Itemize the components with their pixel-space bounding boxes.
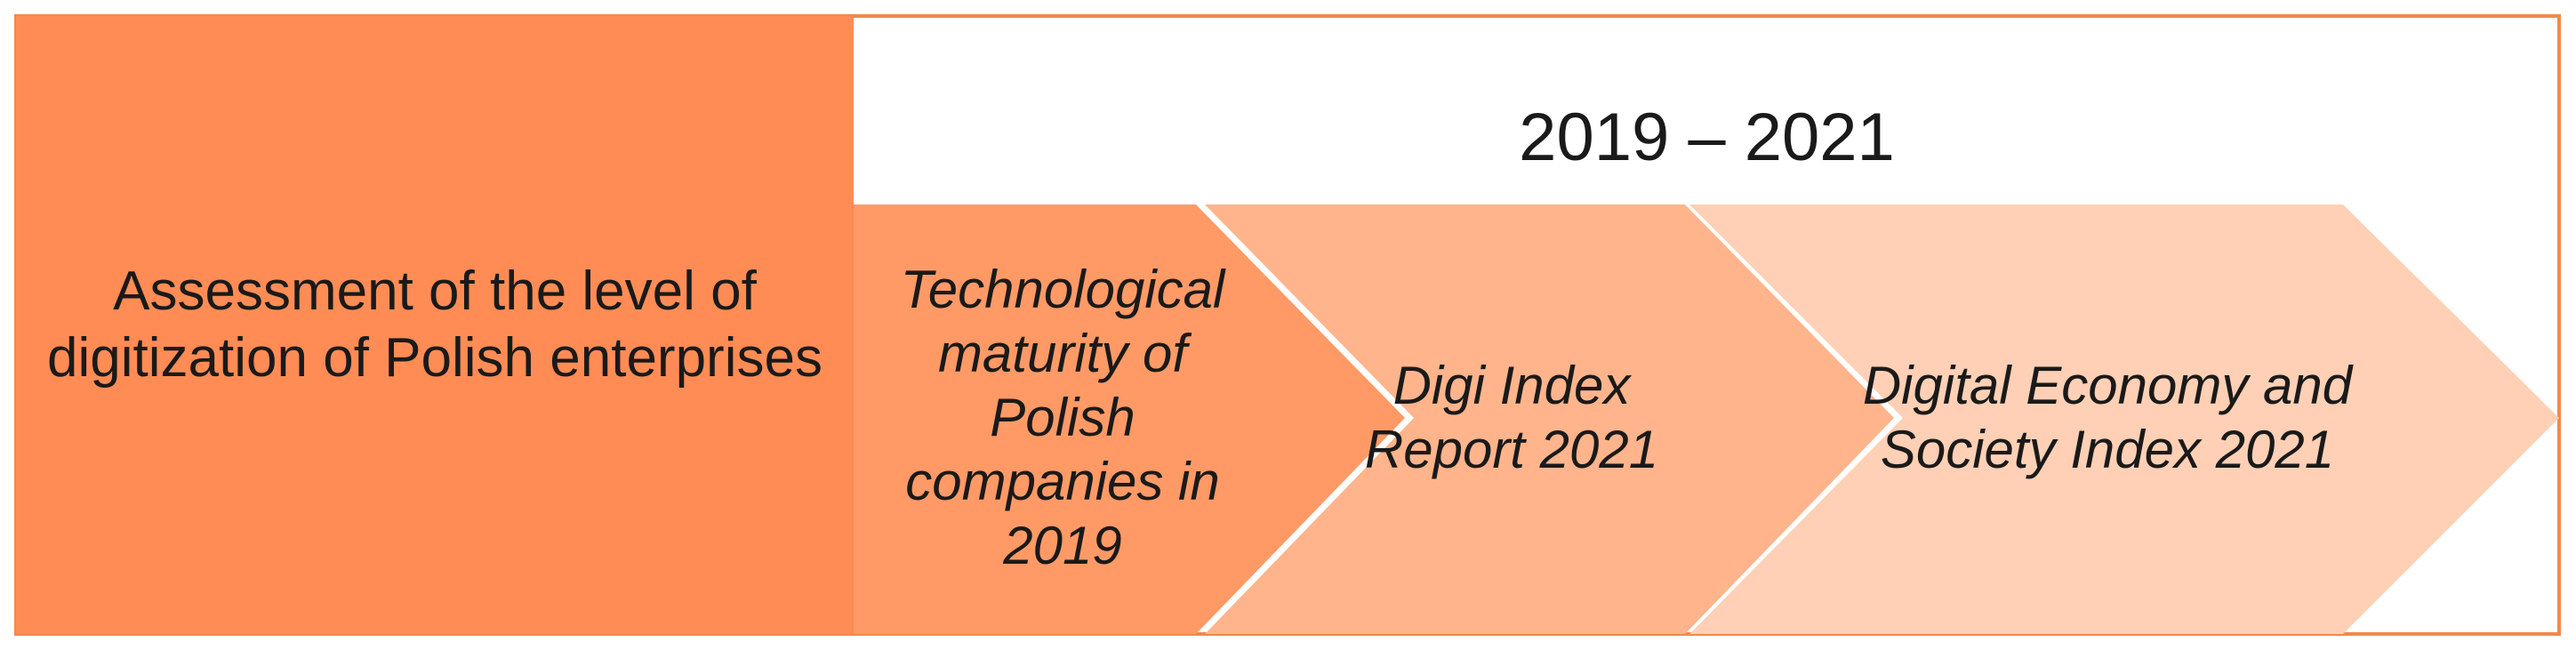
step-1-pentagon	[854, 205, 1405, 634]
step-3-chevron	[1689, 205, 2559, 634]
step-2-chevron	[1205, 205, 1894, 634]
left-block	[16, 16, 854, 634]
step-2-label: Digi Index Report 2021	[1364, 356, 1659, 479]
left-block-label: Assessment of the level of digitization …	[47, 261, 823, 389]
period-label: 2019 – 2021	[1519, 100, 1895, 176]
step-1-label: Technological maturity of Polish compani…	[900, 260, 1225, 575]
step-3-label: Digital Economy and Society Index 2021	[1862, 356, 2353, 479]
